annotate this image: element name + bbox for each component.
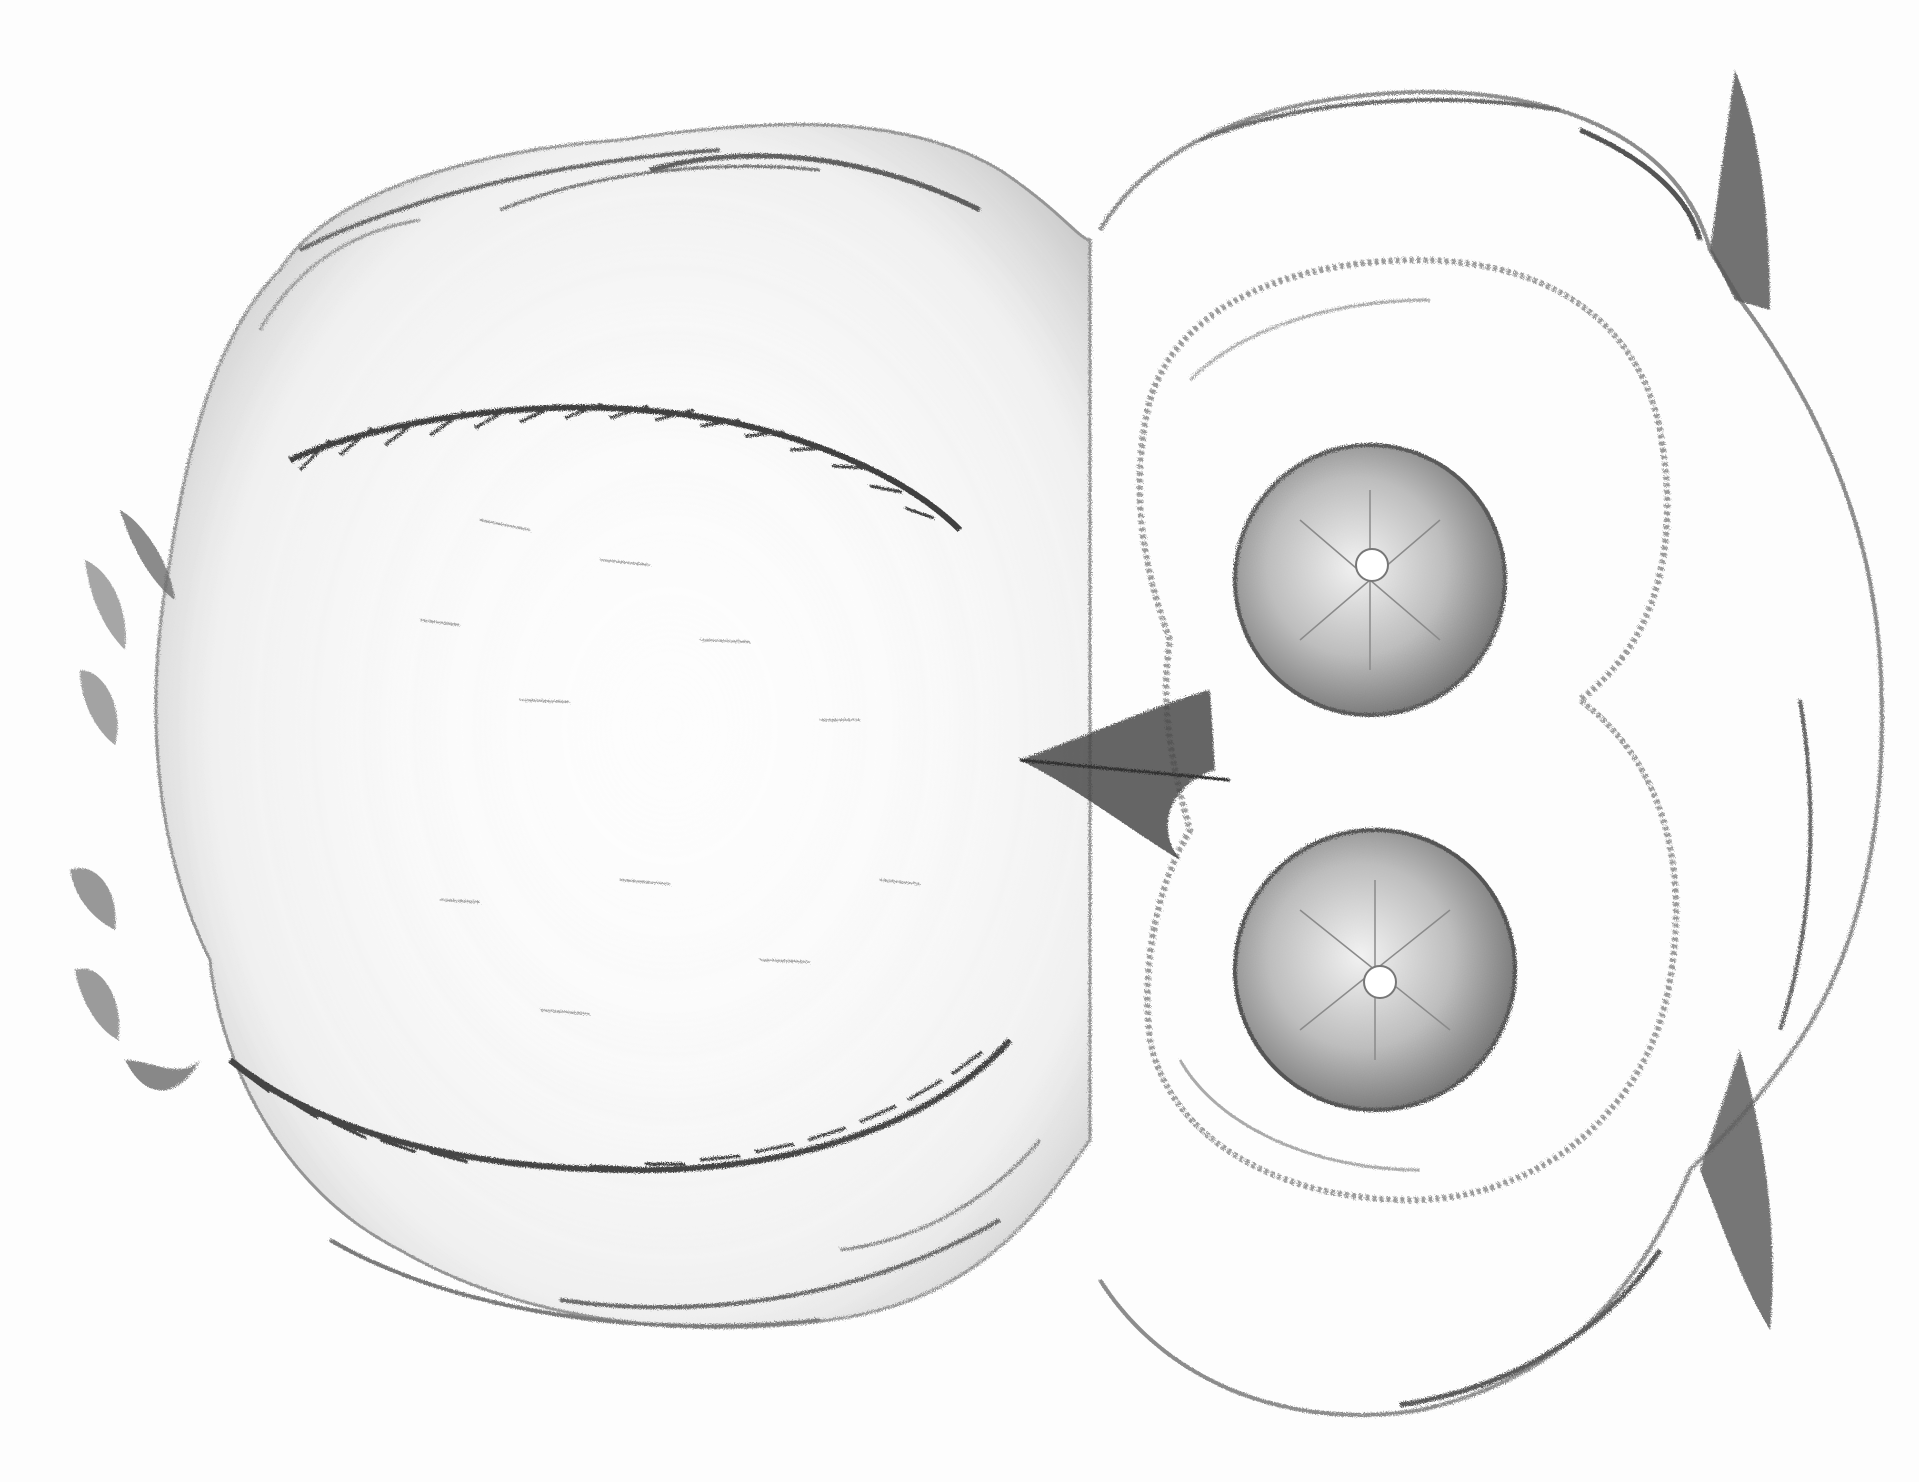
owl-ear-tufts bbox=[1700, 70, 1773, 1330]
owl-wing bbox=[228, 402, 1013, 1174]
owl-head bbox=[1098, 89, 1884, 1417]
owl-eye-upper bbox=[1233, 443, 1507, 717]
owl-eye-lower bbox=[1233, 828, 1517, 1112]
owl-body bbox=[154, 123, 1092, 1329]
owl-beak bbox=[1019, 690, 1231, 860]
owl-talons bbox=[70, 510, 200, 1091]
